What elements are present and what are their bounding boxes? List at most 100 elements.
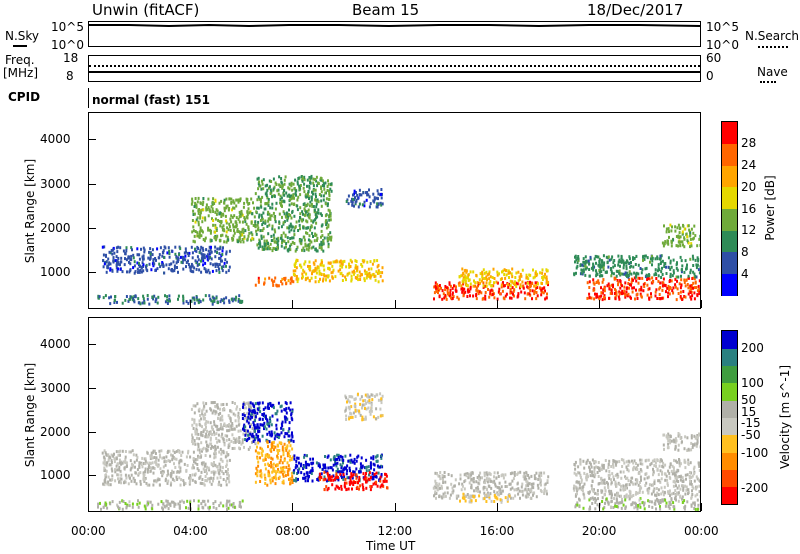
velocity-cell xyxy=(259,480,262,483)
power-cell xyxy=(582,270,585,274)
power-cell xyxy=(299,263,302,267)
velocity-cell xyxy=(437,474,440,478)
power-cell xyxy=(462,276,465,280)
velocity-cell xyxy=(223,443,226,447)
velocity-cell xyxy=(236,439,239,443)
velocity-cell xyxy=(247,447,250,451)
power-cell xyxy=(355,199,358,203)
power-cell xyxy=(297,277,300,281)
velocity-cell xyxy=(526,495,529,499)
velocity-cell xyxy=(104,468,107,472)
velocity-cell xyxy=(238,408,241,411)
velocity-cell xyxy=(636,481,639,485)
velocity-cell xyxy=(128,504,131,508)
power-cell xyxy=(346,198,349,202)
velocity-cell xyxy=(183,481,186,485)
power-cell xyxy=(640,294,643,298)
power-cell xyxy=(602,266,605,270)
power-cell xyxy=(665,227,668,231)
power-cell xyxy=(205,248,208,252)
power-cell xyxy=(694,281,697,285)
power-cell xyxy=(619,291,622,295)
velocity-cell xyxy=(513,473,516,477)
velocity-cell xyxy=(375,482,377,486)
power-cell xyxy=(356,193,359,197)
velocity-cell xyxy=(289,444,292,448)
power-cell xyxy=(598,268,601,272)
velocity-cell xyxy=(275,477,278,481)
power-cell xyxy=(306,202,309,206)
power-cell xyxy=(215,226,218,230)
power-cell xyxy=(634,263,637,266)
power-cell xyxy=(195,267,198,271)
power-cell xyxy=(622,260,625,264)
power-cell xyxy=(330,238,333,242)
velocity-cell xyxy=(259,417,262,421)
velocity-cell xyxy=(579,459,582,463)
power-cell xyxy=(437,285,440,288)
power-cell xyxy=(451,293,454,297)
power-cell xyxy=(269,206,272,210)
nsky-trace xyxy=(89,23,700,28)
power-cell xyxy=(481,270,484,274)
velocity-cell xyxy=(617,474,620,478)
velocity-cell xyxy=(191,478,194,482)
power-cell xyxy=(482,281,485,285)
power-cell xyxy=(278,183,281,187)
power-cell xyxy=(200,234,203,238)
power-cell xyxy=(142,294,145,298)
velocity-cell xyxy=(274,434,277,438)
power-cell xyxy=(116,259,119,263)
power-cell xyxy=(600,286,602,290)
velocity-cell xyxy=(258,426,261,430)
velocity-cell xyxy=(248,412,250,416)
velocity-cell xyxy=(290,432,293,436)
velocity-cell xyxy=(271,476,274,480)
velocity-cell xyxy=(601,479,604,483)
velocity-cell xyxy=(191,473,194,477)
power-cell xyxy=(380,196,383,200)
power-cell xyxy=(113,251,116,255)
velocity-cell xyxy=(326,471,329,475)
velocity-cell xyxy=(501,489,504,493)
power-cell xyxy=(317,266,320,270)
velocity-cell xyxy=(276,432,279,436)
power-cell xyxy=(520,274,523,278)
power-cell xyxy=(366,273,369,277)
velocity-cell xyxy=(230,439,233,443)
power-cell xyxy=(698,271,700,275)
velocity-cell xyxy=(168,449,171,453)
power-cell xyxy=(132,296,135,300)
power-cell xyxy=(277,284,280,288)
velocity-cell xyxy=(198,476,201,480)
power-cell xyxy=(603,286,606,290)
velocity-cell xyxy=(228,438,231,442)
velocity-cell xyxy=(157,458,160,462)
power-cell xyxy=(267,200,270,204)
power-cell xyxy=(667,291,670,295)
power-cell xyxy=(273,279,276,283)
velocity-cell xyxy=(166,499,169,503)
velocity-cell xyxy=(258,401,261,405)
power-cell xyxy=(281,215,283,219)
power-cell xyxy=(303,235,306,239)
power-cell xyxy=(343,259,346,263)
power-cell xyxy=(674,283,677,287)
velocity-cell xyxy=(370,456,373,460)
power-cell xyxy=(617,283,619,287)
velocity-cell xyxy=(294,479,297,483)
power-cell xyxy=(369,202,372,206)
power-cell xyxy=(349,258,352,262)
power-cell xyxy=(132,256,135,260)
velocity-cell xyxy=(272,440,275,444)
velocity-cell xyxy=(103,456,106,460)
power-cell xyxy=(273,228,276,232)
velocity-cell xyxy=(227,506,230,510)
power-cell xyxy=(375,270,378,274)
velocity-cell xyxy=(175,450,178,454)
power-cell xyxy=(231,238,234,242)
power-cell xyxy=(502,284,505,288)
power-colorbar-tick-label: 4 xyxy=(741,267,749,282)
power-cell xyxy=(233,201,236,205)
power-cell xyxy=(221,225,224,229)
